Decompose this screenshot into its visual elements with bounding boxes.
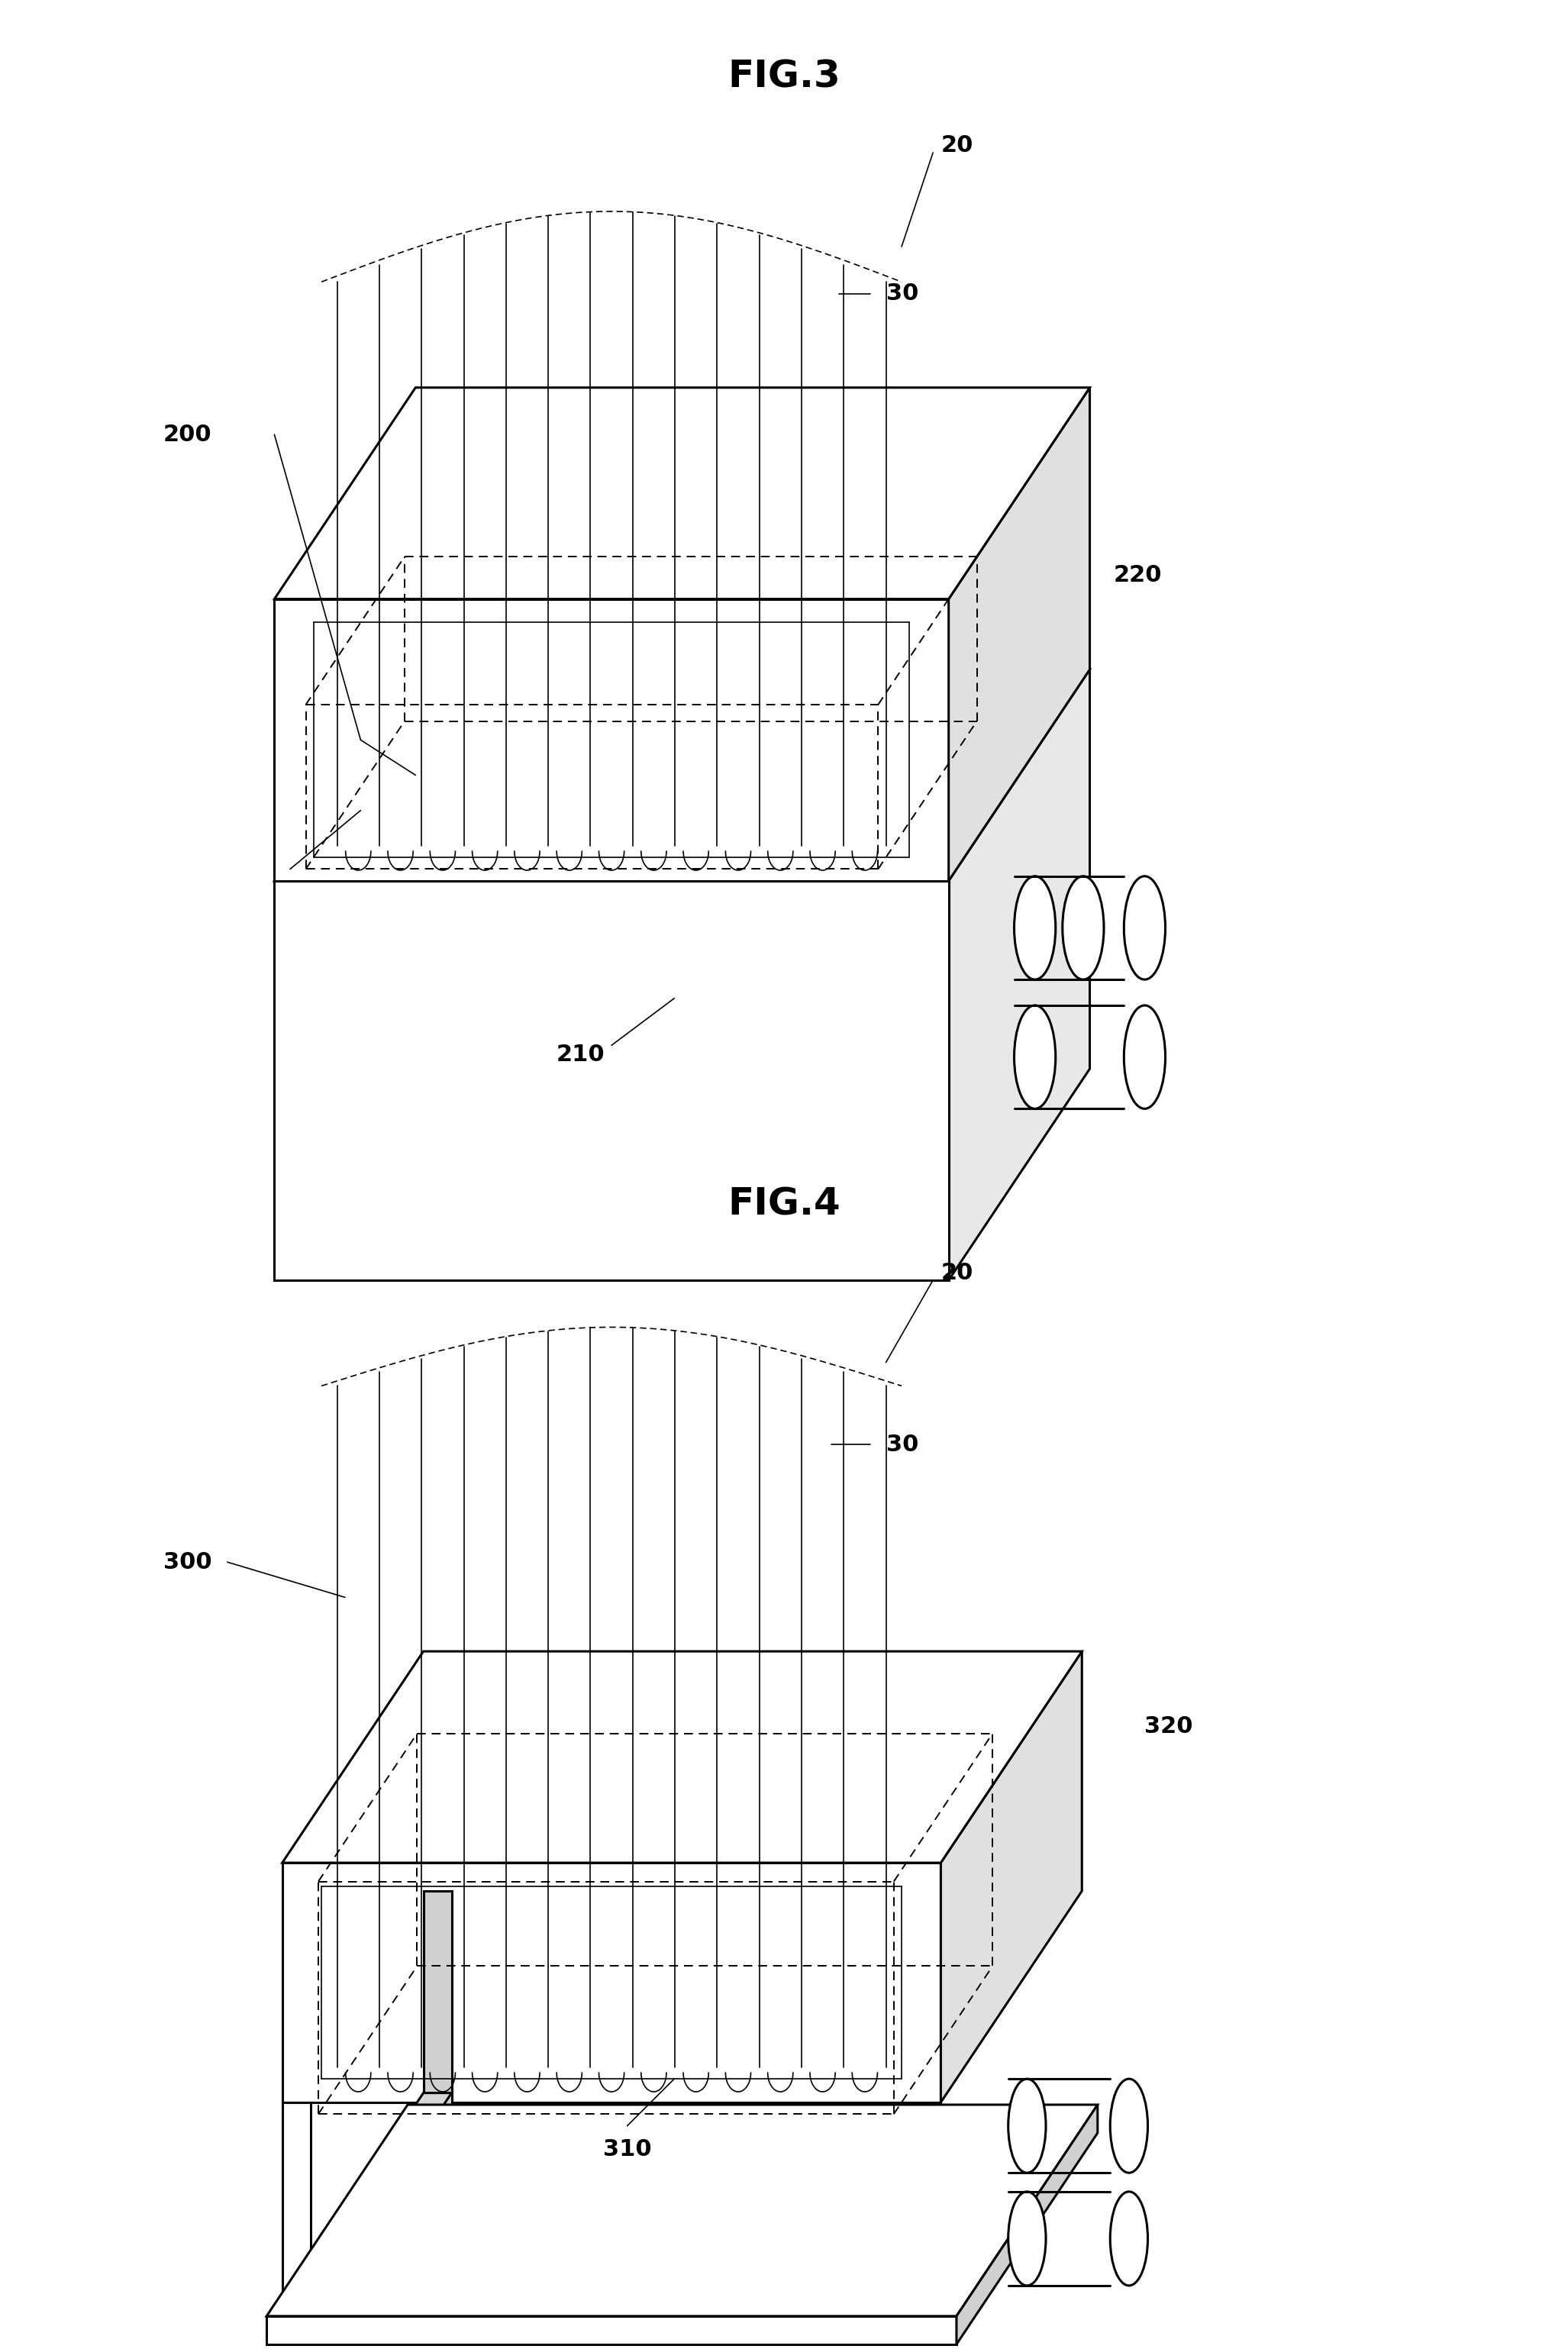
Text: 20: 20 [941,1261,974,1285]
Ellipse shape [1008,2192,1046,2286]
Text: 210: 210 [557,1043,604,1066]
Text: 20: 20 [941,134,974,157]
Text: FIG.4: FIG.4 [728,1186,840,1224]
Text: FIG.3: FIG.3 [728,59,840,96]
Ellipse shape [1110,2192,1148,2286]
Polygon shape [274,388,1090,599]
Ellipse shape [1063,876,1104,980]
Polygon shape [282,1651,1082,1863]
Ellipse shape [1124,876,1165,980]
Text: 320: 320 [1145,1715,1193,1738]
Ellipse shape [1014,876,1055,980]
Polygon shape [282,2102,310,2326]
Polygon shape [423,1891,452,2114]
Polygon shape [282,2093,452,2304]
Polygon shape [282,1863,941,2102]
Polygon shape [956,2105,1098,2344]
Polygon shape [949,669,1090,1280]
Polygon shape [274,669,1090,881]
Text: 300: 300 [163,1550,212,1574]
Ellipse shape [1124,1005,1165,1109]
Text: 200: 200 [163,423,212,446]
Text: 220: 220 [1113,564,1162,587]
Ellipse shape [1110,2079,1148,2173]
Ellipse shape [1014,1005,1055,1109]
Polygon shape [274,599,949,881]
Text: 30: 30 [886,282,919,305]
Ellipse shape [1008,2079,1046,2173]
Text: 310: 310 [604,2138,651,2161]
Polygon shape [274,881,949,1280]
Text: 30: 30 [886,1433,919,1456]
Polygon shape [941,1651,1082,2102]
Polygon shape [267,2316,956,2344]
Polygon shape [949,388,1090,881]
Polygon shape [267,2105,1098,2316]
